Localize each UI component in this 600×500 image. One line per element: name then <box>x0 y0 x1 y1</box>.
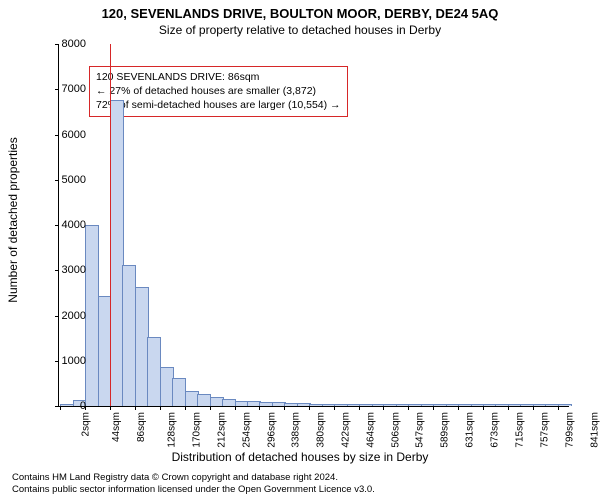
x-tick-mark <box>334 406 335 410</box>
y-tick-label: 3000 <box>58 264 86 276</box>
y-tick-label: 1000 <box>58 355 86 367</box>
x-tick-mark <box>259 406 260 410</box>
x-tick-mark <box>408 406 409 410</box>
x-tick-label: 547sqm <box>415 412 426 448</box>
x-tick-mark <box>309 406 310 410</box>
property-marker-line <box>110 44 111 406</box>
annotation-box: 120 SEVENLANDS DRIVE: 86sqm ← 27% of det… <box>89 66 348 117</box>
footer-credits: Contains HM Land Registry data © Crown c… <box>12 472 375 496</box>
y-tick-label: 2000 <box>58 310 86 322</box>
plot-area: 120 SEVENLANDS DRIVE: 86sqm ← 27% of det… <box>58 44 569 407</box>
x-tick-label: 2sqm <box>81 412 92 436</box>
x-tick-mark <box>359 406 360 410</box>
y-tick-label: 0 <box>58 400 86 412</box>
x-tick-label: 464sqm <box>366 412 377 448</box>
x-tick-label: 757sqm <box>539 412 550 448</box>
chart-container: 120, SEVENLANDS DRIVE, BOULTON MOOR, DER… <box>0 0 600 500</box>
x-tick-mark <box>433 406 434 410</box>
x-tick-mark <box>160 406 161 410</box>
x-tick-label: 170sqm <box>191 412 202 448</box>
x-tick-mark <box>235 406 236 410</box>
chart-title: 120, SEVENLANDS DRIVE, BOULTON MOOR, DER… <box>0 0 600 21</box>
x-tick-label: 506sqm <box>391 412 402 448</box>
chart-subtitle: Size of property relative to detached ho… <box>0 21 600 37</box>
x-tick-label: 254sqm <box>241 412 252 448</box>
x-tick-mark <box>185 406 186 410</box>
x-axis-label: Distribution of detached houses by size … <box>0 450 600 464</box>
x-tick-mark <box>458 406 459 410</box>
x-tick-label: 380sqm <box>316 412 327 448</box>
x-tick-label: 44sqm <box>111 412 122 442</box>
annotation-line-3: 72% of semi-detached houses are larger (… <box>96 98 341 112</box>
annotation-line-2: ← 27% of detached houses are smaller (3,… <box>96 84 341 98</box>
x-tick-mark <box>383 406 384 410</box>
y-axis-label: Number of detached properties <box>6 137 20 302</box>
x-tick-mark <box>110 406 111 410</box>
x-tick-label: 422sqm <box>341 412 352 448</box>
x-tick-mark <box>284 406 285 410</box>
x-tick-label: 589sqm <box>440 412 451 448</box>
x-tick-mark <box>533 406 534 410</box>
y-tick-label: 6000 <box>58 129 86 141</box>
x-tick-label: 715sqm <box>515 412 526 448</box>
x-tick-mark <box>210 406 211 410</box>
y-tick-label: 5000 <box>58 174 86 186</box>
y-tick-label: 7000 <box>58 83 86 95</box>
footer-line-1: Contains HM Land Registry data © Crown c… <box>12 472 375 484</box>
x-tick-mark <box>483 406 484 410</box>
x-tick-label: 128sqm <box>166 412 177 448</box>
x-tick-label: 799sqm <box>564 412 575 448</box>
x-tick-label: 338sqm <box>291 412 302 448</box>
x-tick-label: 673sqm <box>490 412 501 448</box>
footer-line-2: Contains public sector information licen… <box>12 484 375 496</box>
x-tick-label: 86sqm <box>136 412 147 442</box>
x-tick-label: 212sqm <box>216 412 227 448</box>
y-tick-label: 4000 <box>58 219 86 231</box>
x-tick-label: 631sqm <box>465 412 476 448</box>
x-tick-mark <box>508 406 509 410</box>
x-tick-label: 841sqm <box>589 412 600 448</box>
x-tick-mark <box>558 406 559 410</box>
x-tick-label: 296sqm <box>266 412 277 448</box>
histogram-bar <box>558 404 572 406</box>
x-tick-mark <box>135 406 136 410</box>
annotation-line-1: 120 SEVENLANDS DRIVE: 86sqm <box>96 70 341 84</box>
y-tick-label: 8000 <box>58 38 86 50</box>
